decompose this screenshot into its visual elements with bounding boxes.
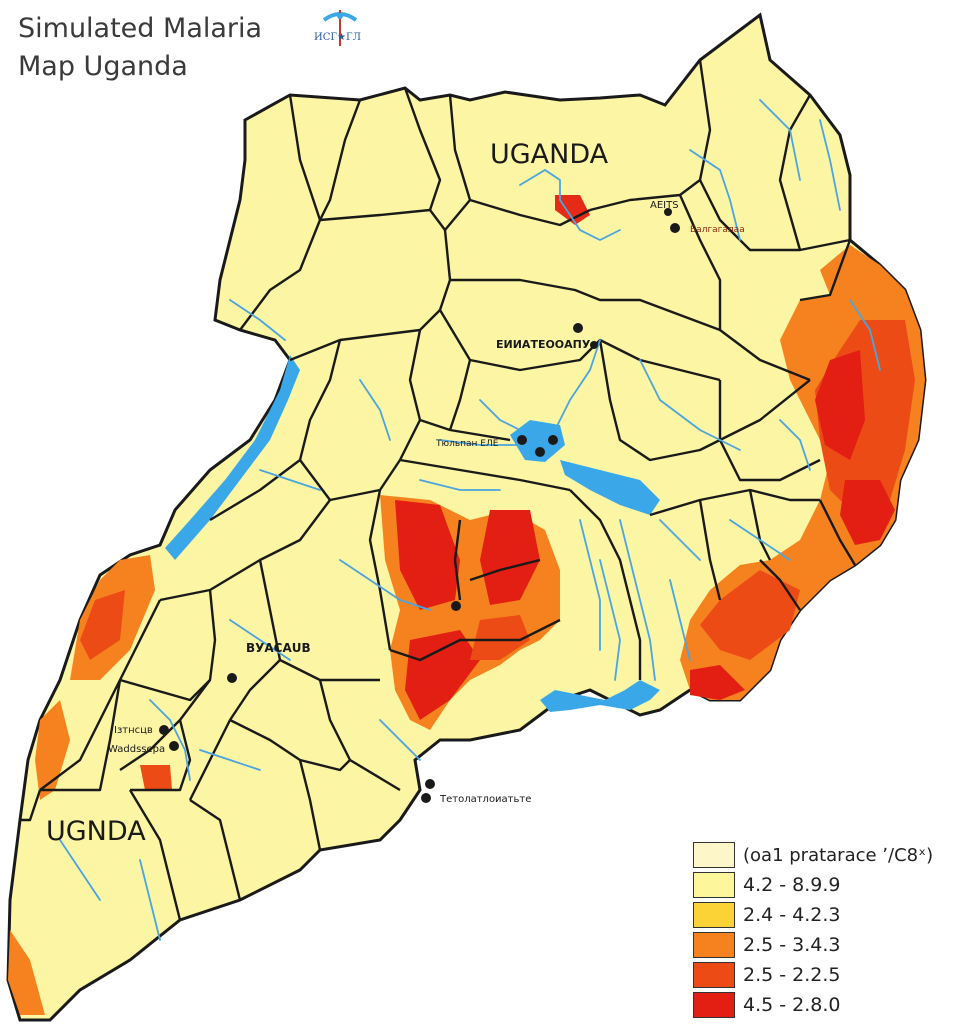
legend-item: 2.4 - 4.2.3 — [693, 900, 955, 930]
lake-albert — [165, 355, 300, 560]
legend-label: 4.5 - 2.8.0 — [743, 994, 841, 1016]
map-title-line2: Map Uganda — [18, 51, 188, 82]
country-label-top: UGANDA — [490, 139, 609, 170]
city-dot-west — [227, 673, 237, 683]
city-label-sw1: Iзтнсцв — [114, 725, 153, 736]
map-title: Simulated Malaria Map Uganda — [18, 10, 262, 86]
country-label-bottom: UGNDA — [46, 816, 146, 847]
legend-item: 4.2 - 8.9.9 — [693, 870, 955, 900]
city-dot-mid — [451, 601, 461, 611]
city-dot-center2 — [535, 447, 545, 457]
legend-label: 4.2 - 8.9.9 — [743, 874, 841, 896]
map-title-line1: Simulated Malaria — [18, 13, 263, 44]
lake-kyoga — [510, 420, 660, 515]
city-dot-sw2 — [169, 741, 179, 751]
city-dot-south2 — [421, 793, 431, 803]
legend-label: 2.4 - 4.2.3 — [743, 904, 841, 926]
legend-swatch — [693, 962, 735, 988]
legend-title-row: (oa1 pratarace ʼ/С8ˣ) — [693, 840, 955, 870]
city-dot-sw1 — [159, 725, 169, 735]
city-label-north: AЕITS — [650, 200, 679, 211]
city-dot-center1 — [517, 435, 527, 445]
city-dot-south1 — [425, 779, 435, 789]
city-label-northeast: Балгагалаa — [690, 225, 745, 235]
city-dot-gulu2 — [590, 341, 598, 349]
legend-label: 2.5 - 2.2.5 — [743, 964, 841, 986]
legend-swatch — [693, 902, 735, 928]
legend-swatch — [693, 872, 735, 898]
city-dot-center3 — [548, 435, 558, 445]
legend-item: 2.5 - 2.2.5 — [693, 960, 955, 990]
city-label-south: Тетолатлоиатьте — [439, 794, 531, 805]
city-markers — [159, 208, 680, 803]
legend-title: (oa1 pratarace ʼ/С8ˣ) — [743, 844, 934, 866]
legend: (oa1 pratarace ʼ/С8ˣ) 4.2 - 8.9.9 2.4 - … — [693, 840, 955, 1020]
logo-icon: ИСГ★ГЛ — [314, 10, 361, 46]
legend-item: 4.5 - 2.8.0 — [693, 990, 955, 1020]
legend-item: 2.5 - 3.4.3 — [693, 930, 955, 960]
legend-swatch — [693, 932, 735, 958]
city-dot-gulu — [573, 323, 583, 333]
city-label-sw2: Waddssepa — [108, 744, 165, 755]
lake-victoria — [540, 680, 660, 712]
legend-swatch-title — [693, 842, 735, 868]
legend-label: 2.5 - 3.4.3 — [743, 934, 841, 956]
city-label-west: ВУАСАUВ — [246, 641, 311, 655]
city-label-center: Тюльпан ЕЛЕ — [435, 439, 499, 449]
city-label-gulu: ЕИИАТЕООАПУ — [496, 338, 591, 351]
rivers — [59, 99, 881, 941]
logo-text: ИСГ★ГЛ — [314, 32, 361, 43]
city-dot-north — [664, 208, 672, 216]
city-dot-north2 — [670, 223, 680, 233]
prevalence-zones — [8, 195, 925, 1015]
legend-swatch — [693, 992, 735, 1018]
